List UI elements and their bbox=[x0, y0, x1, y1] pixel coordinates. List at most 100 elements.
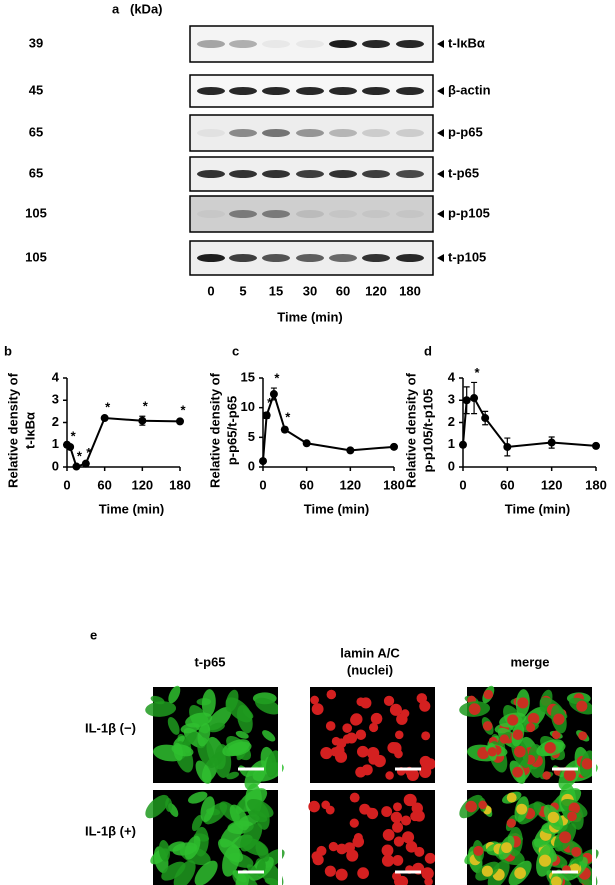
significance-star: * bbox=[180, 403, 186, 418]
time-label: 5 bbox=[239, 283, 246, 298]
data-point bbox=[346, 446, 355, 455]
nucleus bbox=[352, 835, 365, 848]
panel-label: c bbox=[232, 343, 239, 358]
cell bbox=[187, 791, 208, 804]
cell bbox=[262, 730, 276, 742]
arrowhead bbox=[437, 129, 444, 137]
micrograph-clip bbox=[592, 790, 596, 885]
kda-label: 105 bbox=[25, 205, 47, 220]
band bbox=[229, 40, 257, 48]
column-label: t-p65 bbox=[194, 654, 225, 669]
band bbox=[296, 40, 324, 48]
micrograph bbox=[459, 783, 599, 885]
time-label: 30 bbox=[303, 283, 317, 298]
nucleus bbox=[563, 768, 576, 781]
nucleus bbox=[311, 703, 324, 715]
x-tick-label: 180 bbox=[169, 477, 191, 492]
nucleus bbox=[507, 714, 519, 726]
band bbox=[197, 170, 225, 178]
y-tick-label: 3 bbox=[448, 392, 455, 407]
significance-star: * bbox=[267, 395, 273, 410]
significance-star: * bbox=[475, 365, 481, 380]
kda-label: 105 bbox=[25, 249, 47, 264]
cell bbox=[145, 701, 177, 717]
nucleus bbox=[538, 854, 552, 867]
cell bbox=[161, 861, 186, 881]
nucleus bbox=[544, 742, 556, 754]
nucleus bbox=[342, 734, 352, 744]
cell bbox=[195, 760, 212, 784]
x-tick-label: 120 bbox=[339, 477, 361, 492]
band bbox=[329, 129, 357, 137]
nucleus bbox=[331, 736, 341, 746]
kda-label: 65 bbox=[29, 124, 43, 139]
cell bbox=[229, 804, 250, 831]
significance-star: * bbox=[71, 428, 77, 443]
band bbox=[296, 170, 324, 178]
x-tick-label: 180 bbox=[585, 477, 607, 492]
nucleus bbox=[516, 803, 528, 815]
y-tick-label: 1 bbox=[448, 436, 455, 451]
band bbox=[262, 40, 290, 48]
band bbox=[296, 129, 324, 137]
band bbox=[229, 129, 257, 137]
nucleus bbox=[324, 865, 336, 877]
nucleus bbox=[421, 731, 431, 741]
nucleus bbox=[514, 867, 526, 880]
band bbox=[396, 40, 424, 48]
nucleus bbox=[551, 876, 562, 885]
nucleus bbox=[421, 867, 434, 880]
x-tick-label: 60 bbox=[299, 477, 313, 492]
nucleus bbox=[414, 846, 425, 857]
nucleus bbox=[308, 800, 320, 813]
nucleus bbox=[325, 721, 336, 731]
cell bbox=[165, 797, 173, 812]
x-tick-label: 0 bbox=[63, 477, 70, 492]
nucleus bbox=[499, 734, 509, 744]
column-label: lamin A/C bbox=[340, 645, 400, 660]
cell bbox=[265, 750, 281, 778]
nucleus bbox=[404, 793, 417, 807]
band bbox=[362, 254, 390, 262]
y-tick-label: 4 bbox=[52, 369, 60, 384]
x-tick-label: 60 bbox=[97, 477, 111, 492]
nucleus bbox=[419, 700, 431, 712]
cell bbox=[200, 796, 215, 823]
data-point bbox=[390, 442, 398, 451]
cell bbox=[255, 697, 281, 715]
nucleus bbox=[465, 800, 477, 813]
blot-name: p-p105 bbox=[448, 205, 490, 220]
nucleus bbox=[576, 700, 588, 712]
time-label: 15 bbox=[269, 283, 283, 298]
nucleus bbox=[393, 802, 402, 812]
nucleus bbox=[570, 863, 580, 873]
nucleus bbox=[368, 722, 379, 733]
time-label: 60 bbox=[336, 283, 350, 298]
blot bbox=[189, 114, 434, 152]
nucleus bbox=[527, 712, 540, 725]
cell bbox=[173, 860, 196, 885]
x-axis-label: Time (min) bbox=[99, 501, 165, 516]
band bbox=[296, 87, 324, 95]
y-tick-label: 0 bbox=[448, 458, 455, 473]
arrowhead bbox=[437, 40, 444, 48]
data-point bbox=[302, 439, 311, 448]
band bbox=[262, 129, 290, 137]
nucleus bbox=[410, 811, 420, 822]
nucleus bbox=[581, 758, 593, 770]
blot-name: p-p65 bbox=[448, 124, 483, 139]
nucleus bbox=[424, 758, 436, 770]
nucleus bbox=[394, 730, 404, 740]
nucleus bbox=[321, 800, 331, 810]
nucleus bbox=[381, 844, 394, 857]
blot bbox=[189, 195, 434, 233]
nucleus bbox=[525, 722, 536, 733]
significance-star: * bbox=[285, 410, 291, 425]
cell bbox=[197, 722, 211, 747]
cell bbox=[236, 704, 253, 734]
y-tick-label: 15 bbox=[241, 369, 255, 384]
band bbox=[262, 254, 290, 262]
cell bbox=[145, 794, 169, 819]
significance-star: * bbox=[77, 449, 83, 464]
